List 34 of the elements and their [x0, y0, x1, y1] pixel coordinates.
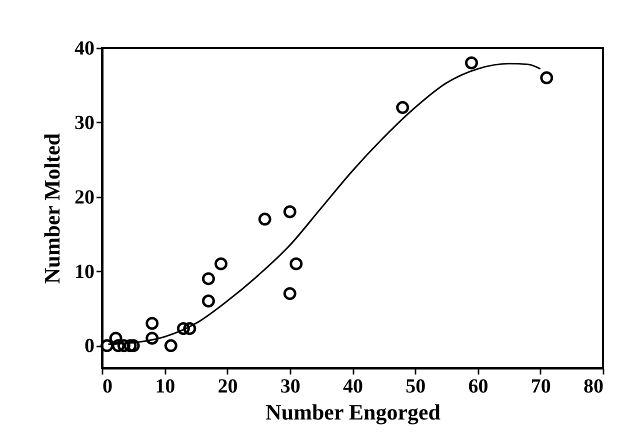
y-tick-label: 20	[74, 186, 94, 208]
x-tick-label: 60	[468, 376, 488, 398]
point	[146, 316, 159, 330]
point	[202, 272, 215, 286]
point	[126, 339, 140, 352]
x-tick-label: 50	[406, 376, 426, 398]
x-tick-label: 40	[343, 376, 363, 398]
x-tick-label: 80	[584, 376, 604, 398]
point	[464, 56, 478, 70]
x-tick-label: 10	[155, 376, 176, 398]
point	[283, 205, 296, 218]
point	[258, 212, 272, 226]
x-tick-label: 70	[530, 376, 551, 398]
point	[146, 332, 159, 345]
point	[176, 322, 190, 336]
y-tick-label: 30	[74, 112, 94, 134]
x-tick-label: 0	[102, 376, 112, 398]
point	[109, 332, 122, 345]
point	[214, 257, 228, 270]
y-axis-title: Number Molted	[40, 133, 64, 284]
point	[540, 71, 554, 84]
x-axis-title: Number Engorged	[266, 400, 440, 424]
y-tick-label: 0	[84, 335, 94, 358]
point	[290, 257, 303, 270]
y-tick-label: 10	[74, 260, 94, 283]
x-tick-label: 20	[218, 376, 238, 398]
point	[183, 322, 196, 336]
y-tick-label: 40	[74, 38, 94, 60]
point	[396, 101, 410, 114]
point	[202, 294, 215, 308]
point	[283, 287, 296, 300]
point	[112, 339, 125, 352]
x-tick-label: 30	[280, 376, 300, 398]
point	[164, 339, 178, 352]
